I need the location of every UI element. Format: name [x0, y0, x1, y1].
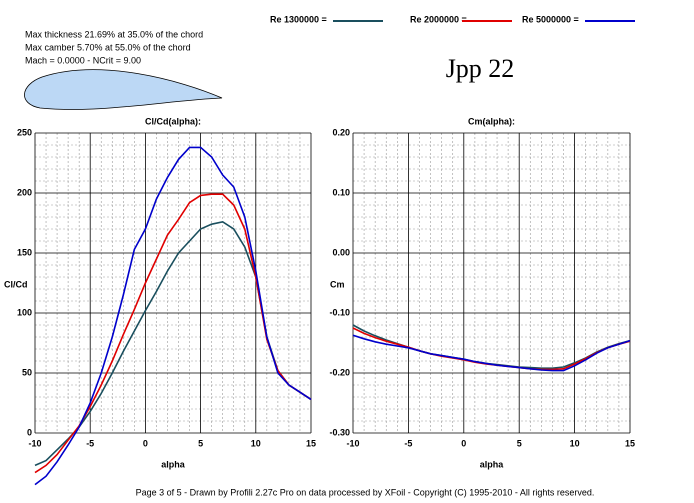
series-line [352, 334, 631, 372]
y-tick-label: 250 [17, 127, 32, 137]
x-tick-label: 0 [461, 438, 466, 448]
x-tick-label: 10 [251, 438, 261, 448]
y-tick-label: 0 [27, 427, 32, 437]
info-line: Max thickness 21.69% at 35.0% of the cho… [25, 29, 203, 39]
x-tick-label: 15 [306, 438, 316, 448]
y-tick-label: -0.20 [329, 367, 350, 377]
y-tick-label: 100 [17, 307, 32, 317]
airfoil [24, 69, 223, 110]
chart-title: Cl/Cd(alpha): [145, 116, 201, 126]
x-tick-label: -10 [346, 438, 359, 448]
x-tick-label: -5 [404, 438, 412, 448]
x-tick-label: 15 [625, 438, 635, 448]
x-tick-label: 0 [143, 438, 148, 448]
page-title: Jpp 22 [446, 54, 515, 83]
y-tick-label: -0.10 [329, 307, 350, 317]
y-axis-label: Cl/Cd [4, 279, 28, 289]
x-axis-label: alpha [161, 459, 186, 469]
x-axis-label: alpha [480, 459, 505, 469]
info-line: Mach = 0.0000 - NCrit = 9.00 [25, 55, 141, 65]
x-tick-label: 5 [517, 438, 522, 448]
legend-label: Re 1300000 = [270, 14, 327, 24]
y-tick-label: -0.30 [329, 427, 350, 437]
y-tick-label: 0.10 [332, 187, 350, 197]
legend-label: Re 2000000 = [410, 14, 467, 24]
legend-label: Re 5000000 = [522, 14, 579, 24]
chart-title: Cm(alpha): [468, 116, 515, 126]
x-tick-label: 10 [570, 438, 580, 448]
y-axis-label: Cm [330, 279, 345, 289]
y-tick-label: 150 [17, 247, 32, 257]
y-tick-label: 50 [22, 367, 32, 377]
info-line: Max camber 5.70% at 55.0% of the chord [25, 42, 191, 52]
y-tick-label: 0.20 [332, 127, 350, 137]
footer: Page 3 of 5 - Drawn by Profili 2.27c Pro… [136, 487, 595, 497]
x-tick-label: -10 [28, 438, 41, 448]
series-line [34, 146, 312, 486]
x-tick-label: 5 [198, 438, 203, 448]
y-tick-label: 0.00 [332, 247, 350, 257]
y-tick-label: 200 [17, 187, 32, 197]
x-tick-label: -5 [86, 438, 94, 448]
